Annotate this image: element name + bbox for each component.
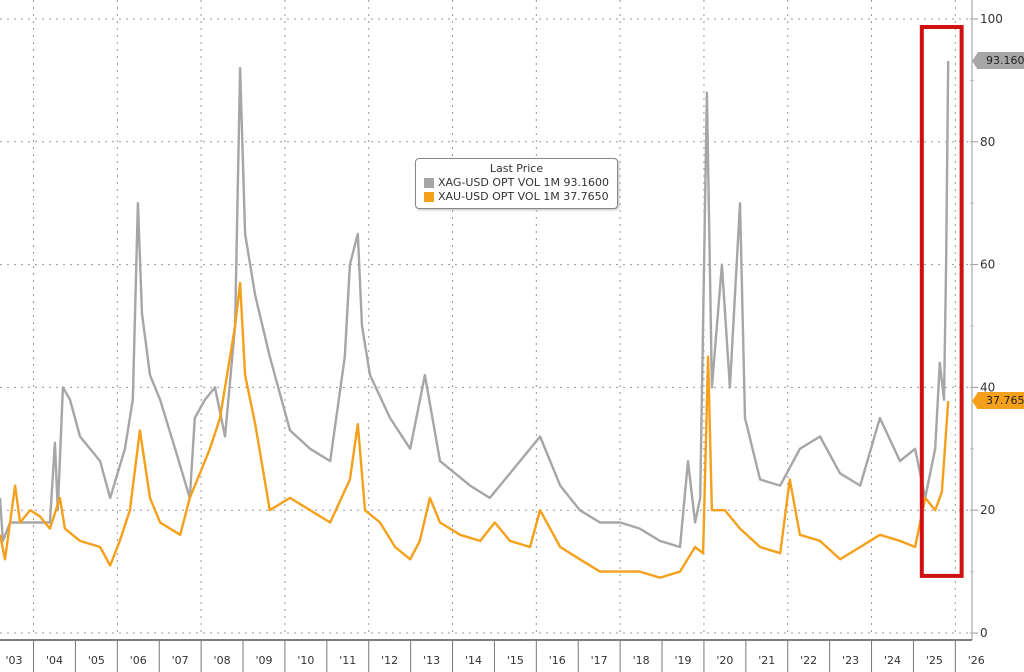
y-tick-label: 40 [980, 380, 995, 394]
series-line-silver [0, 60, 950, 549]
x-tick-label: '11 [339, 654, 356, 667]
legend-swatch-silver [424, 178, 434, 188]
x-tick-label: '14 [465, 654, 482, 667]
x-tick-label: '17 [591, 654, 608, 667]
x-tick-label: '26 [968, 654, 985, 667]
x-tick-label: '03 [5, 654, 22, 667]
x-tick-label: '10 [297, 654, 314, 667]
legend-title: Last Price [489, 162, 544, 175]
x-tick-label: '22 [800, 654, 817, 667]
x-tick-label: '16 [549, 654, 566, 667]
x-axis: '03 '04 '05 '06 '07 '08 '09 '10 '11 '12 '13 '14 '15 '… [0, 639, 985, 672]
x-tick-label: '05 [88, 654, 105, 667]
x-tick-label: '13 [423, 654, 440, 667]
x-tick-label: '07 [172, 654, 189, 667]
x-tick-label: '20 [716, 654, 733, 667]
legend-swatch-gold [424, 192, 434, 202]
legend-label-gold: XAU-USD OPT VOL 1M 37.7650 [438, 190, 609, 203]
x-tick-label: '06 [130, 654, 147, 667]
y-tick-label: 20 [980, 503, 995, 517]
x-tick-label: '08 [214, 654, 231, 667]
x-tick-label: '21 [758, 654, 775, 667]
legend-entry-silver: XAG-USD OPT VOL 1M 93.1600 [424, 176, 609, 190]
x-tick-label: '09 [255, 654, 272, 667]
x-tick-label: '15 [507, 654, 524, 667]
x-tick-label: '12 [381, 654, 398, 667]
x-tick-label: '04 [46, 654, 63, 667]
last-value-tag-silver: 93.1600 [972, 51, 1024, 70]
x-tick-label: '23 [842, 654, 859, 667]
last-value-tag-gold: 37.7650 [972, 392, 1024, 411]
y-tick-label: 100 [980, 12, 1003, 26]
x-tick-label: '19 [674, 654, 691, 667]
series-lines [0, 60, 950, 579]
x-tick-label: '25 [926, 654, 943, 667]
series-line-gold [0, 281, 950, 579]
x-tick-label: '24 [884, 654, 901, 667]
gridlines [0, 0, 970, 634]
y-tick-label: 0 [980, 626, 988, 640]
annotations [919, 24, 964, 578]
y-tick-label: 60 [980, 258, 995, 272]
x-tick-label: '18 [633, 654, 650, 667]
y-tick-label: 80 [980, 135, 995, 149]
legend: Last Price XAG-USD OPT VOL 1M 93.1600 XA… [415, 158, 618, 209]
y-axis: 0 20 40 60 80 100 [970, 0, 1003, 640]
highlight-box [919, 24, 964, 578]
legend-label-silver: XAG-USD OPT VOL 1M 93.1600 [438, 176, 609, 189]
legend-entry-gold: XAU-USD OPT VOL 1M 37.7650 [424, 190, 609, 204]
